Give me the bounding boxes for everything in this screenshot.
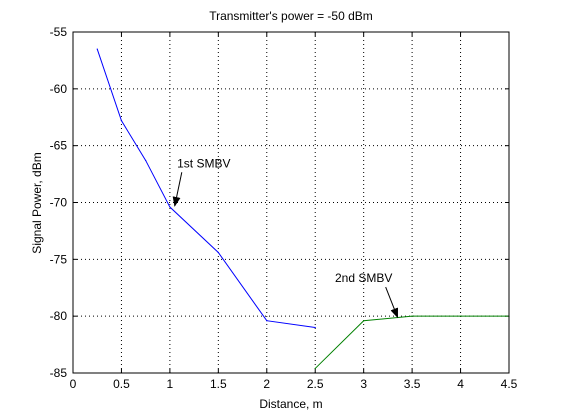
series-2-point [411,315,413,317]
x-axis-title: Distance, m [259,397,322,411]
plot-frame [72,31,510,374]
x-tick-label: 1.5 [210,377,227,391]
x-tick-label: 2 [263,377,270,391]
y-tick-label: -70 [50,196,68,210]
series-2-point [314,367,316,370]
plot-area [72,31,510,374]
x-tick-label: 0 [70,377,77,391]
annotation-label: 1st SMBV [177,156,230,170]
annotations: 1st SMBV 2nd SMBV [172,156,399,319]
series-1-point [217,251,219,254]
x-tick-label: 3 [360,377,367,391]
annotation-arrow [172,172,183,207]
y-tick-label: -65 [50,139,68,153]
x-tick-label: 0.5 [113,377,130,391]
y-tick-label: -80 [50,309,68,323]
y-tick-label: -85 [50,366,68,380]
x-tick-label: 1 [167,377,174,391]
annotation-label: 2nd SMBV [335,271,392,285]
axis-ticks: 0 0.5 1 1.5 2 2.5 3 3.5 4 4.5 -55 -60 -65 -70 -75 -80 -8… [50,25,518,391]
x-tick-label: 2.5 [307,377,324,391]
x-tick-label: 4 [457,377,464,391]
series-1-point [96,48,98,50]
annotation-arrow [385,286,399,319]
series-1-point [169,206,171,208]
series-1-point [314,326,316,329]
y-axis-title: Signal Power, dBm [30,152,44,253]
series-1-point [120,120,123,122]
x-tick-label: 4.5 [501,377,518,391]
y-tick-label: -55 [50,25,68,39]
y-tick-label: -75 [50,252,68,266]
chart-title: Transmitter's power = -50 dBm [209,9,373,23]
series-1-point [266,320,268,322]
series-2-point [459,315,462,317]
x-tick-label: 3.5 [404,377,421,391]
series-1-point [145,159,147,162]
y-tick-label: -60 [50,82,68,96]
series-2-point [363,320,365,322]
